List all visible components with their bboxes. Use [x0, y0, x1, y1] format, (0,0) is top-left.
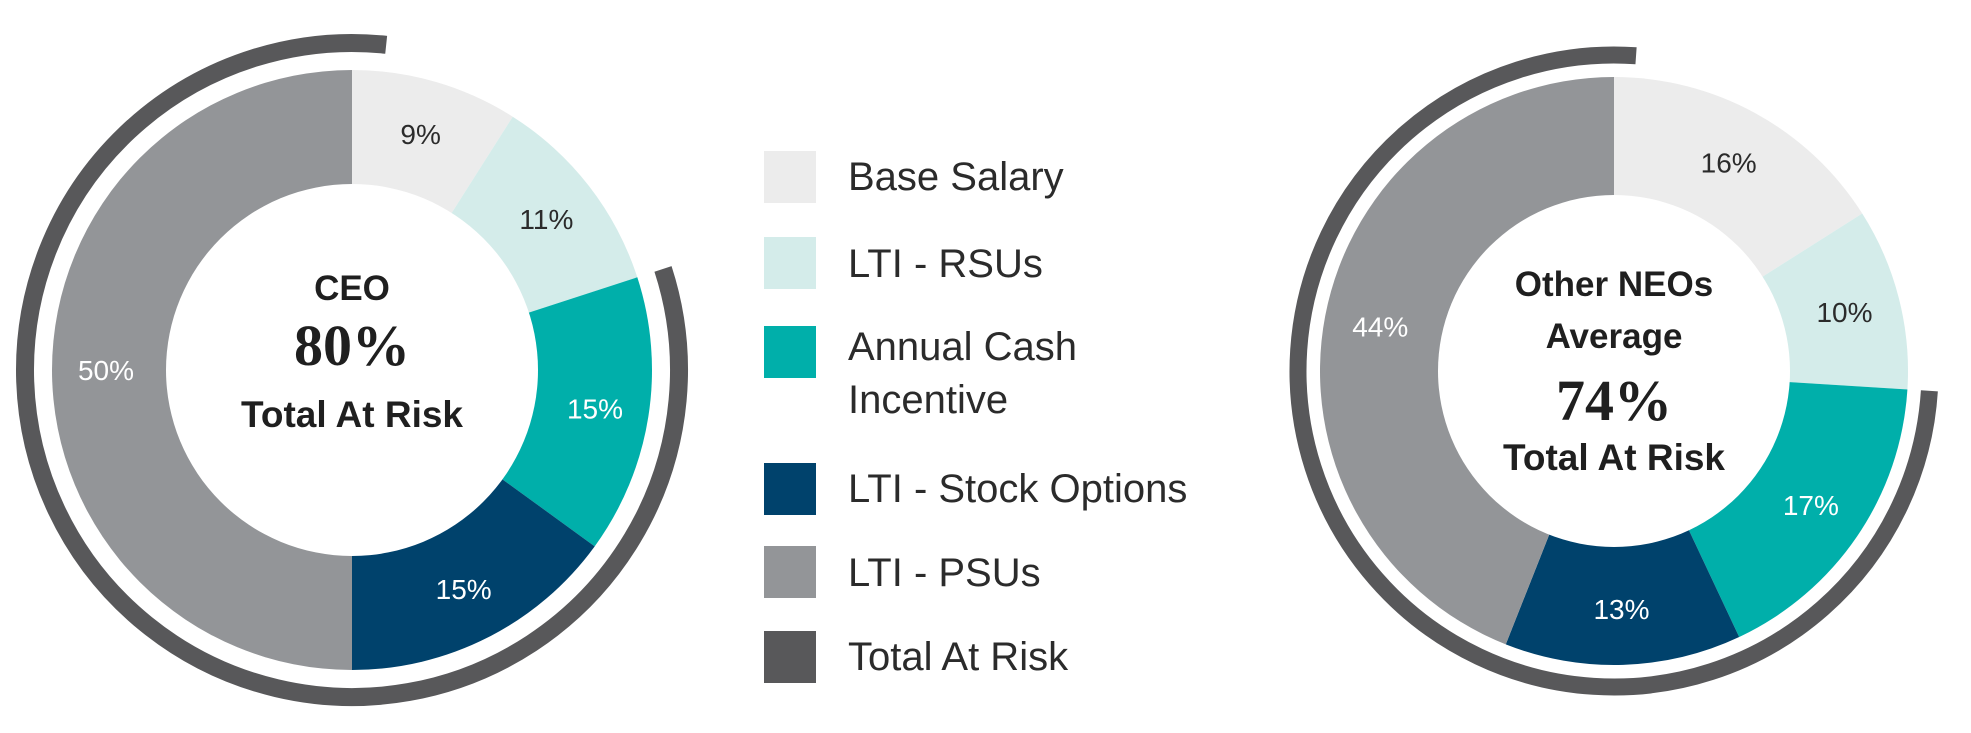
neo-total-at-risk-arc	[1289, 46, 1938, 696]
legend-label-annual-cash-line1: Annual Cash	[848, 325, 1077, 369]
neo-slice-label-stock-options: 13%	[1593, 594, 1649, 625]
legend-label-annual-cash-line2: Incentive	[848, 378, 1008, 422]
neo-donut-hole	[1438, 195, 1790, 547]
legend-swatch-annual-cash	[764, 326, 816, 378]
ceo-slice-labels: 9% 11% 15% 15% 50%	[78, 119, 623, 605]
neo-slice-label-annual-cash: 17%	[1783, 490, 1839, 521]
ceo-donut-hole	[166, 184, 538, 556]
ceo-total-at-risk-arc-group	[16, 34, 688, 706]
legend-label-stock-options: LTI - Stock Options	[848, 467, 1187, 511]
legend-label-base-salary: Base Salary	[848, 155, 1064, 199]
ceo-slice-label-psus: 50%	[78, 355, 134, 386]
ceo-slice-label-stock-options: 15%	[436, 574, 492, 605]
neo-center-title-line1: Other NEOs	[1515, 265, 1713, 304]
neo-center-subtitle: Total At Risk	[1503, 437, 1725, 478]
ceo-total-at-risk-percent: 80%	[294, 313, 410, 378]
legend-swatch-stock-options	[764, 463, 816, 515]
ceo-donut-chart: 9% 11% 15% 15% 50% CEO 80% Total At Risk	[16, 34, 688, 706]
legend-swatch-base-salary	[764, 151, 816, 203]
neo-slice-label-rsus: 10%	[1816, 297, 1872, 328]
neo-total-at-risk-arc-group	[1289, 46, 1938, 696]
legend: Base Salary LTI - RSUs Annual Cash Incen…	[764, 151, 1187, 683]
legend-label-psus: LTI - PSUs	[848, 551, 1041, 595]
legend-label-rsus: LTI - RSUs	[848, 242, 1043, 286]
neo-donut-chart: 16% 10% 17% 13% 44% Other NEOs Average 74% T…	[1289, 46, 1938, 696]
legend-swatch-rsus	[764, 237, 816, 289]
legend-swatch-total-at-risk	[764, 631, 816, 683]
ceo-slice-label-annual-cash: 15%	[567, 393, 623, 424]
neo-slice-label-psus: 44%	[1352, 311, 1408, 342]
ceo-slice-label-rsus: 11%	[519, 204, 573, 235]
neo-slice-label-base-salary: 16%	[1701, 147, 1757, 178]
ceo-total-at-risk-arc	[16, 34, 688, 706]
legend-label-total-at-risk: Total At Risk	[848, 635, 1069, 679]
neo-total-at-risk-percent: 74%	[1556, 368, 1672, 433]
neo-slice-labels: 16% 10% 17% 13% 44%	[1352, 147, 1872, 624]
ceo-center-title: CEO	[314, 269, 390, 308]
ceo-center-subtitle: Total At Risk	[241, 394, 463, 435]
legend-swatch-psus	[764, 546, 816, 598]
neo-center-title-line2: Average	[1546, 317, 1683, 356]
ceo-slice-label-base-salary: 9%	[400, 119, 440, 150]
